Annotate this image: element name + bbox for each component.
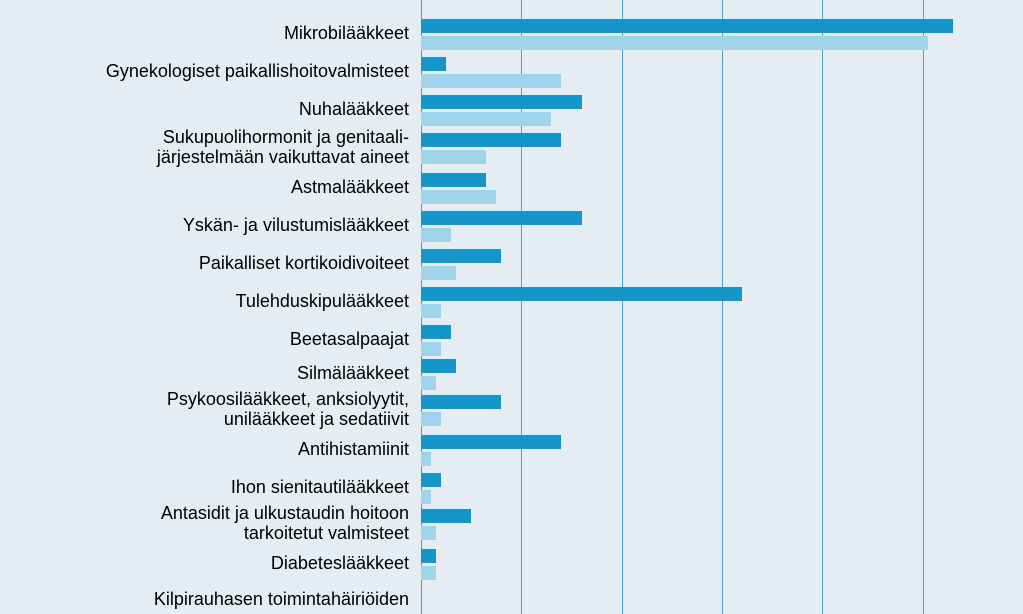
category-label: Antihistamiinit bbox=[298, 433, 409, 467]
category-label: Gynekologiset paikallishoitovalmisteet bbox=[106, 55, 409, 89]
category-label: Astmalääkkeet bbox=[291, 171, 409, 205]
bar-series-dark bbox=[421, 173, 486, 187]
category-label: Kilpirauhasen toimintahäiriöiden bbox=[154, 585, 409, 614]
bar-series-dark bbox=[421, 57, 446, 71]
gridline bbox=[722, 0, 723, 614]
bar-series-light bbox=[421, 526, 436, 540]
bar-series-light bbox=[421, 228, 451, 242]
bar-series-dark bbox=[421, 19, 953, 33]
bar-series-light bbox=[421, 266, 456, 280]
bar-series-light bbox=[421, 74, 561, 88]
bar-series-light bbox=[421, 452, 431, 466]
category-label: Paikalliset kortikoidivoiteet bbox=[199, 247, 409, 281]
bar-series-light bbox=[421, 566, 436, 580]
category-label: Diabeteslääkkeet bbox=[271, 547, 409, 581]
bar-series-light bbox=[421, 150, 486, 164]
gridline bbox=[622, 0, 623, 614]
gridline bbox=[521, 0, 522, 614]
category-label: Yskän- ja vilustumislääkkeet bbox=[183, 209, 409, 243]
category-label: Silmälääkkeet bbox=[297, 357, 409, 391]
category-label: Beetasalpaajat bbox=[290, 323, 409, 357]
bar-series-dark bbox=[421, 211, 582, 225]
bar-series-dark bbox=[421, 287, 742, 301]
gridline bbox=[923, 0, 924, 614]
bar-series-dark bbox=[421, 473, 441, 487]
bar-series-light bbox=[421, 112, 551, 126]
category-label: Ihon sienitautilääkkeet bbox=[231, 471, 409, 505]
bar-series-light bbox=[421, 412, 441, 426]
gridline bbox=[822, 0, 823, 614]
category-label: Sukupuolihormonit ja genitaali-järjestel… bbox=[157, 126, 409, 170]
category-label: Tulehduskipulääkkeet bbox=[236, 285, 409, 319]
bar-series-dark bbox=[421, 325, 451, 339]
bar-series-dark bbox=[421, 435, 561, 449]
bar-series-dark bbox=[421, 359, 456, 373]
bar-series-light bbox=[421, 342, 441, 356]
bar-chart: Mikrobilääkkeet Gynekologiset paikallisho… bbox=[0, 0, 1023, 614]
category-label: Antasidit ja ulkustaudin hoitoontarkoite… bbox=[161, 502, 409, 546]
category-label: Nuhalääkkeet bbox=[299, 93, 409, 127]
bar-series-dark bbox=[421, 509, 471, 523]
bar-series-dark bbox=[421, 95, 582, 109]
bar-series-light bbox=[421, 36, 928, 50]
bar-series-light bbox=[421, 304, 441, 318]
bar-series-dark bbox=[421, 395, 501, 409]
bar-series-dark bbox=[421, 249, 501, 263]
category-label: Psykoosilääkkeet, anksiolyytit,unilääkke… bbox=[167, 388, 409, 432]
y-axis-labels: Mikrobilääkkeet Gynekologiset paikallisho… bbox=[0, 0, 421, 614]
plot-area bbox=[421, 0, 1023, 614]
bar-series-light bbox=[421, 376, 436, 390]
bar-series-light bbox=[421, 490, 431, 504]
bar-series-light bbox=[421, 190, 496, 204]
bar-series-dark bbox=[421, 549, 436, 563]
category-label: Mikrobilääkkeet bbox=[284, 17, 409, 51]
bar-series-dark bbox=[421, 133, 561, 147]
